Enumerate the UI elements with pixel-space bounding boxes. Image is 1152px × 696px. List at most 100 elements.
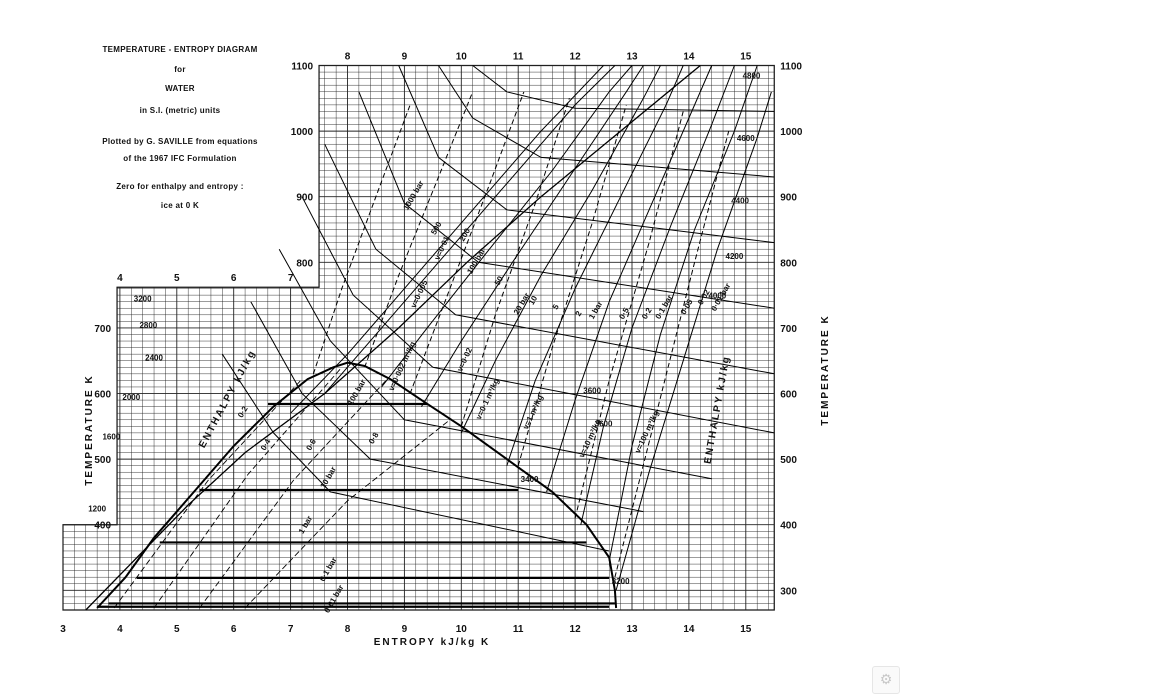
- isochore-curve: [614, 130, 730, 578]
- enthalpy-value-label: 3200: [612, 577, 630, 586]
- x-tick-label-top: 9: [402, 52, 408, 63]
- y-tick-label: 600: [94, 390, 111, 401]
- x-tick-label: 6: [231, 624, 237, 635]
- chart-curves: [85, 64, 775, 611]
- enthalpy-curve: [358, 91, 775, 309]
- x-tick-label-inset: 5: [174, 273, 180, 284]
- x-tick-label-top: 8: [345, 52, 351, 63]
- enthalpy-curve: [250, 301, 644, 513]
- enthalpy-curve: [438, 65, 775, 178]
- enthalpy-value-label: 1200: [88, 505, 106, 514]
- quality-line: [153, 367, 343, 609]
- enthalpy-curve: [301, 196, 775, 434]
- enthalpy-value-label: 2800: [139, 321, 157, 330]
- title-line: in S.I. (metric) units: [140, 106, 221, 115]
- enthalpy-value-label: 4400: [731, 196, 749, 205]
- chart-ticks: 3 4 5 6 7 8 9 10 11 12 13 14 15 8 9 10 11 12 13 14 15 4 5 6 7 110…: [60, 52, 803, 635]
- isobar-curve: [546, 65, 713, 493]
- x-tick-label: 13: [626, 624, 638, 635]
- x-tick-label: 10: [456, 624, 468, 635]
- y-tick-label-right: 600: [780, 390, 797, 401]
- isochore-curve: [517, 104, 627, 466]
- y-tick-label: 700: [94, 324, 111, 335]
- y-tick-label-right: 500: [780, 455, 797, 466]
- isobar-curve: [381, 65, 633, 388]
- x-tick-label-inset: 7: [288, 273, 294, 284]
- enthalpy-curve: [472, 65, 775, 112]
- x-tick-label: 4: [117, 624, 123, 635]
- pressure-label: 2: [574, 309, 584, 318]
- title-line: Zero for enthalpy and entropy :: [116, 182, 244, 191]
- x-tick-label-inset: 6: [231, 273, 237, 284]
- isochore-curve: [312, 104, 411, 374]
- x-tick-label-top: 10: [456, 52, 468, 63]
- y-tick-label: 400: [94, 521, 111, 532]
- enthalpy-value-label: 4200: [726, 252, 744, 261]
- title-line: WATER: [165, 84, 195, 93]
- chart-grid: [62, 64, 775, 611]
- x-tick-label-top: 14: [683, 52, 695, 63]
- enthalpy-value-label: 2000: [122, 393, 140, 402]
- y-tick-label-right: 800: [780, 258, 797, 269]
- y-axis-label-right: TEMPERATURE K: [820, 314, 831, 425]
- y-tick-label-right: 1000: [780, 127, 803, 138]
- x-tick-label: 14: [683, 624, 695, 635]
- y-tick-label: 800: [296, 258, 313, 269]
- enthalpy-curve: [221, 353, 610, 552]
- title-line: TEMPERATURE - ENTROPY DIAGRAM: [102, 45, 257, 54]
- isobar-curve: [421, 65, 644, 407]
- enthalpy-value-label: 3200: [134, 295, 152, 304]
- isochore-curve: [460, 98, 570, 427]
- x-tick-label-top: 15: [740, 52, 752, 63]
- title-line: Plotted by G. SAVILLE from equations: [102, 137, 258, 146]
- title-line: of the 1967 IFC Formulation: [123, 154, 236, 163]
- enthalpy-curve: [278, 248, 712, 480]
- enthalpy-value-label: 4600: [737, 134, 755, 143]
- enthalpy-value-label: 3600: [595, 419, 613, 428]
- title-line: ice at 0 K: [161, 201, 199, 210]
- y-tick-label: 1100: [291, 62, 313, 73]
- x-tick-label: 5: [174, 624, 180, 635]
- x-tick-label: 15: [740, 624, 752, 635]
- pressure-curve-1000bar: [85, 64, 701, 611]
- isobar-curve: [506, 65, 684, 466]
- y-tick-label-right: 1100: [780, 62, 802, 73]
- y-tick-label-right: 300: [780, 586, 797, 597]
- y-tick-label-right: 400: [780, 521, 797, 532]
- x-tick-label: 7: [288, 624, 294, 635]
- enthalpy-value-label: 4000: [708, 291, 726, 300]
- title-block: TEMPERATURE - ENTROPY DIAGRAM for WATER …: [102, 45, 258, 210]
- enthalpy-curve: [324, 143, 775, 375]
- x-tick-label-inset: 4: [117, 273, 123, 284]
- settings-gear-icon[interactable]: ⚙: [872, 666, 900, 694]
- y-tick-label: 1000: [291, 127, 314, 138]
- isobar-curve: [324, 65, 616, 394]
- plot-frame: [62, 64, 775, 611]
- y-tick-label: 500: [94, 455, 111, 466]
- y-tick-label-right: 700: [780, 324, 797, 335]
- x-tick-label: 11: [513, 624, 524, 635]
- quality-line: [113, 378, 303, 609]
- enthalpy-value-label: 2400: [145, 354, 163, 363]
- x-tick-label: 9: [402, 624, 408, 635]
- title-line: for: [174, 65, 186, 74]
- pressure-label: 5: [551, 302, 561, 311]
- x-tick-label: 12: [570, 624, 582, 635]
- quality-line: [244, 419, 451, 609]
- x-tick-label: 3: [60, 624, 66, 635]
- isobar-curve: [615, 91, 772, 591]
- isobar-curve: [460, 65, 661, 434]
- y-tick-label-right: 900: [780, 193, 797, 204]
- enthalpy-value-label: 3600: [583, 387, 601, 396]
- x-tick-label-top: 12: [570, 52, 582, 63]
- isochore-curve: [574, 111, 684, 519]
- quality-line: [199, 378, 388, 609]
- y-tick-label: 900: [296, 193, 313, 204]
- enthalpy-value-label: 1600: [102, 432, 120, 441]
- x-tick-label-top: 11: [513, 52, 524, 63]
- isobar-curve: [580, 65, 735, 525]
- x-tick-label: 8: [345, 624, 351, 635]
- isobar-curve: [608, 65, 758, 561]
- x-tick-label-top: 13: [626, 52, 638, 63]
